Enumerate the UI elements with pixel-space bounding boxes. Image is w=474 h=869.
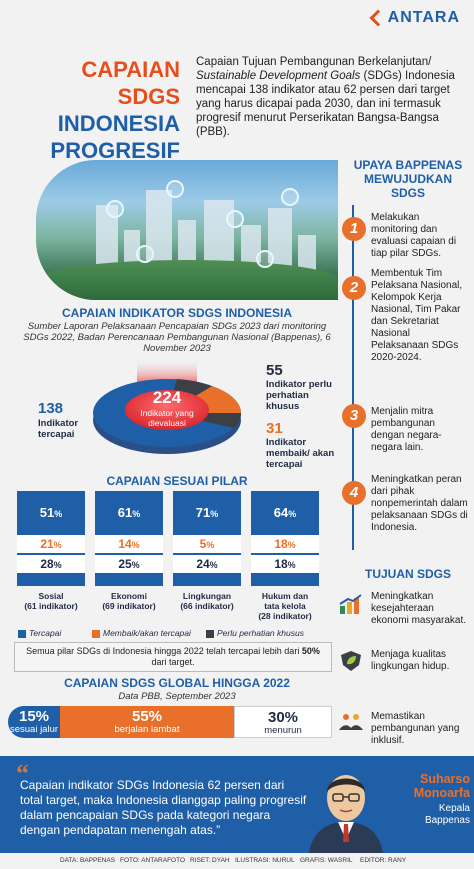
intro-paragraph: Capaian Tujuan Pembangunan Berkelanjutan… — [196, 55, 466, 139]
step-text-4: Meningkatkan peran dari pihak nonpemerin… — [371, 474, 468, 533]
tujuan-text-3: Memastikan pembangunan yang inklusif. — [371, 711, 460, 746]
credit-foto: FOTO: ANTARAFOTO — [120, 857, 186, 864]
pillar-name-hukum: Hukum dan tata kelola (28 indikator) — [258, 591, 312, 621]
total-indikator-value: 224 — [152, 388, 182, 407]
growth-chart-icon — [339, 594, 362, 614]
step-number-3: 3 — [342, 404, 366, 428]
tercapai-label: Indikator tercapai — [38, 418, 79, 440]
speaker-name: Suharso Monoarfa — [413, 772, 470, 800]
total-indikator-label: Indikator yang dievaluasi — [140, 408, 194, 428]
speaker-role: Kepala Bappenas — [424, 803, 470, 826]
step-number-2: 2 — [342, 276, 366, 300]
global-segment-sesuai: 15% sesuai jalur — [8, 706, 60, 738]
pillar-tercapai: 51% — [39, 505, 63, 520]
pillar-name-sosial: Sosial (61 indikator) — [24, 591, 78, 611]
legend-perlu: Perlu perhatian khusus — [206, 628, 304, 638]
indikator-heading: CAPAIAN INDIKATOR SDGS INDONESIA — [61, 306, 292, 320]
credit-grafis: GRAFIS: WASRIL — [300, 857, 353, 864]
pillar-hukum: 64% 18% 18% — [251, 491, 319, 586]
antara-logo-mark-icon — [369, 9, 387, 27]
global-segment-menurun: 30% menurun — [234, 706, 332, 738]
global-source: Data PBB, September 2023 — [118, 691, 236, 702]
pillar-name-ekonomi: Ekonomi (69 indikator) — [102, 591, 156, 611]
credit-data: DATA: BAPPENAS — [60, 857, 116, 864]
step-number-4: 4 — [342, 481, 366, 505]
leaf-shield-icon — [341, 651, 361, 671]
pillar-membaik: 5% — [173, 535, 241, 553]
hands-people-icon — [339, 714, 363, 730]
credit-ilustrasi: ILUSTRASI: NURUL — [235, 857, 295, 864]
global-segment-lambat: 55% berjalan lambat — [60, 706, 234, 738]
perlu-value: 55 — [266, 362, 283, 379]
credit-riset: RISET: DYAH — [190, 857, 230, 864]
title-line-2: INDONESIA — [57, 111, 180, 136]
title-line-1: CAPAIAN SDGS — [81, 57, 180, 109]
quote-text: Capaian indikator SDGs Indonesia 62 pers… — [20, 778, 307, 837]
credits-bar: DATA: BAPPENAS FOTO: ANTARAFOTO RISET: D… — [0, 853, 474, 869]
step-text-1: Melakukan monitoring dan evaluasi capaia… — [371, 212, 457, 259]
credit-editor: EDITOR: RANY — [360, 857, 407, 864]
network-node-icon — [226, 210, 244, 228]
network-node-icon — [281, 188, 299, 206]
step-text-2: Membentuk Tim Pelaksana Nasional, Kelomp… — [371, 268, 463, 363]
pillar-name-lingkungan: Lingkungan (66 indikator) — [180, 591, 234, 611]
pillar-perlu: 18% — [251, 555, 319, 573]
pillar-membaik: 18% — [251, 535, 319, 553]
step-text-3: Menjalin mitra pembangunan dengan negara… — [371, 406, 442, 453]
pilar-note: Semua pilar SDGs di Indonesia hingga 202… — [14, 642, 332, 672]
pilar-legend: Tercapai Membaik/akan tercapai Perlu per… — [18, 627, 328, 641]
pillar-tercapai: 71% — [195, 505, 219, 520]
pillar-lingkungan: 71% 5% 24% — [173, 491, 241, 586]
intro-text-2: (SDGs) Indonesia mencapai 138 indikator … — [196, 70, 455, 138]
network-node-icon — [106, 200, 124, 218]
perlu-label: Indikator perlu perhatian khusus — [266, 379, 332, 412]
pillar-perlu: 28% — [17, 555, 85, 573]
legend-membaik: Membaik/akan tercapai — [92, 628, 191, 638]
network-node-icon — [136, 245, 154, 263]
logo-text: ANTARA — [387, 9, 460, 26]
quote-panel — [0, 756, 474, 853]
pillar-membaik: 21% — [17, 535, 85, 553]
pillar-tercapai: 61% — [117, 505, 141, 520]
antara-logo[interactable]: ANTARA — [369, 9, 460, 27]
pillar-perlu: 24% — [173, 555, 241, 573]
membaik-label: Indikator membaik/ akan tercapai — [266, 437, 335, 470]
network-node-icon — [256, 250, 274, 268]
intro-text-italic: Sustainable Development Goals — [196, 70, 361, 82]
pillar-sosial: 51% 21% 28% — [17, 491, 85, 586]
pilar-heading: CAPAIAN SESUAI PILAR — [106, 474, 248, 488]
indikator-donut — [92, 358, 242, 468]
pillar-perlu: 25% — [95, 555, 163, 573]
membaik-value: 31 — [266, 420, 283, 437]
title-line-3: PROGRESIF — [50, 138, 180, 163]
page-title: CAPAIAN SDGS INDONESIA PROGRESIF — [30, 56, 180, 164]
city-hero-image — [36, 160, 338, 300]
tujuan-text-2: Menjaga kualitas lingkungan hidup. — [371, 649, 450, 672]
upaya-heading: UPAYA BAPPENAS MEWUJUDKAN SDGS — [353, 158, 463, 200]
tujuan-text-1: Meningkatkan kesejahteraan ekonomi masya… — [371, 591, 467, 626]
speaker-portrait — [309, 775, 383, 853]
pillar-ekonomi: 61% 14% 25% — [95, 491, 163, 586]
indikator-source: Sumber Laporan Pelaksanaan Pencapaian SD… — [23, 321, 331, 354]
tercapai-value: 138 — [38, 400, 64, 417]
tujuan-heading: TUJUAN SDGS — [364, 567, 451, 581]
quote-mark-icon: “ — [16, 759, 29, 788]
pillar-membaik: 14% — [95, 535, 163, 553]
header-bar: ANTARA — [0, 0, 474, 40]
network-node-icon — [166, 180, 184, 198]
intro-text-1: Capaian Tujuan Pembangunan Berkelanjutan… — [196, 56, 432, 68]
legend-tercapai: Tercapai — [18, 628, 61, 638]
pillar-tercapai: 64% — [273, 505, 297, 520]
upaya-timeline-line — [352, 205, 354, 550]
step-number-1: 1 — [342, 217, 366, 241]
global-heading: CAPAIAN SDGS GLOBAL HINGGA 2022 — [64, 676, 290, 690]
